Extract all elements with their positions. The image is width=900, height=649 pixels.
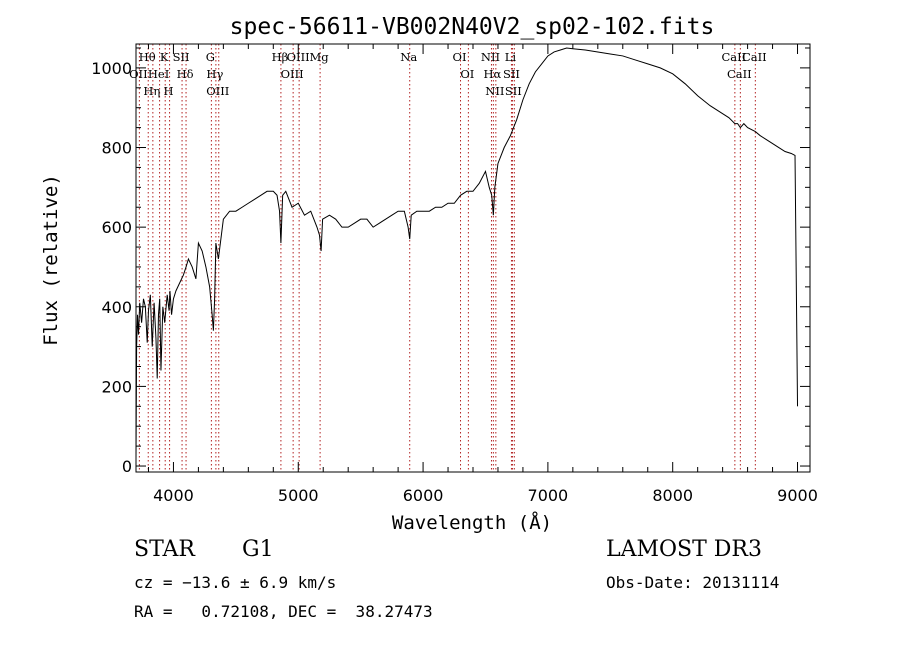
line-label-26: CaII (742, 50, 767, 64)
y-tick-label-600: 600 (101, 218, 132, 237)
x-tick-label-9000: 9000 (777, 486, 818, 505)
line-label-4: K (160, 50, 169, 64)
x-axis-ticks: 4000 5000 6000 7000 8000 9000 (147, 44, 818, 505)
line-label-19: Hα (483, 67, 501, 81)
spectrum-line (135, 47, 799, 459)
line-label-15: Na (400, 50, 417, 64)
line-label-13: OIII (287, 50, 310, 64)
line-label-23: SII (505, 84, 522, 98)
line-label-21: Li (505, 50, 517, 64)
line-label-3: HeI (148, 67, 169, 81)
plot-frame (135, 43, 811, 473)
x-axis-label: Wavelength (Å) (392, 511, 552, 534)
y-tick-label-0: 0 (122, 457, 132, 476)
y-tick-label-200: 200 (101, 377, 132, 396)
line-label-7: Hδ (177, 67, 194, 81)
x-tick-label-6000: 6000 (403, 486, 444, 505)
line-label-0: Hθ (139, 50, 156, 64)
line-label-17: OI (460, 67, 474, 81)
line-label-14: Mg (310, 50, 330, 64)
line-markers (138, 44, 756, 472)
line-label-2: Hη (143, 84, 160, 98)
chart-title: spec-56611-VB002N40V2_sp02-102.fits (230, 14, 715, 40)
survey-name: LAMOST DR3 (606, 537, 762, 562)
line-label-10: OIII (206, 84, 229, 98)
observation-date: Obs-Date: 20131114 (606, 573, 780, 592)
y-axis-label: Flux (relative) (40, 174, 62, 346)
redshift-velocity: cz = −13.6 ± 6.9 km/s (134, 573, 337, 592)
line-label-6: SII (173, 50, 190, 64)
line-label-25: CaII (727, 67, 752, 81)
object-class: STAR (134, 537, 195, 562)
coordinates: RA = 0.72108, DEC = 38.27473 (134, 602, 433, 621)
line-label-1: OII (129, 67, 148, 81)
line-label-20: NII (485, 84, 504, 98)
line-label-16: OI (453, 50, 467, 64)
y-axis-ticks: 0 200 400 600 800 1000 (91, 47, 810, 476)
line-label-8: G (206, 50, 215, 64)
x-tick-label-8000: 8000 (652, 486, 693, 505)
line-label-18: NII (481, 50, 500, 64)
line-label-5: H (164, 84, 174, 98)
y-tick-label-1000: 1000 (91, 59, 132, 78)
line-label-12: OIII (281, 67, 304, 81)
y-tick-label-400: 400 (101, 298, 132, 317)
x-tick-label-5000: 5000 (278, 486, 319, 505)
x-tick-label-7000: 7000 (528, 486, 569, 505)
line-label-22: SII (503, 67, 520, 81)
object-subclass: G1 (242, 537, 274, 562)
y-tick-label-800: 800 (101, 139, 132, 158)
x-tick-label-4000: 4000 (153, 486, 194, 505)
line-label-9: Hγ (206, 67, 223, 81)
line-label-24: CaII (721, 50, 746, 64)
line-label-11: Hβ (272, 50, 289, 64)
